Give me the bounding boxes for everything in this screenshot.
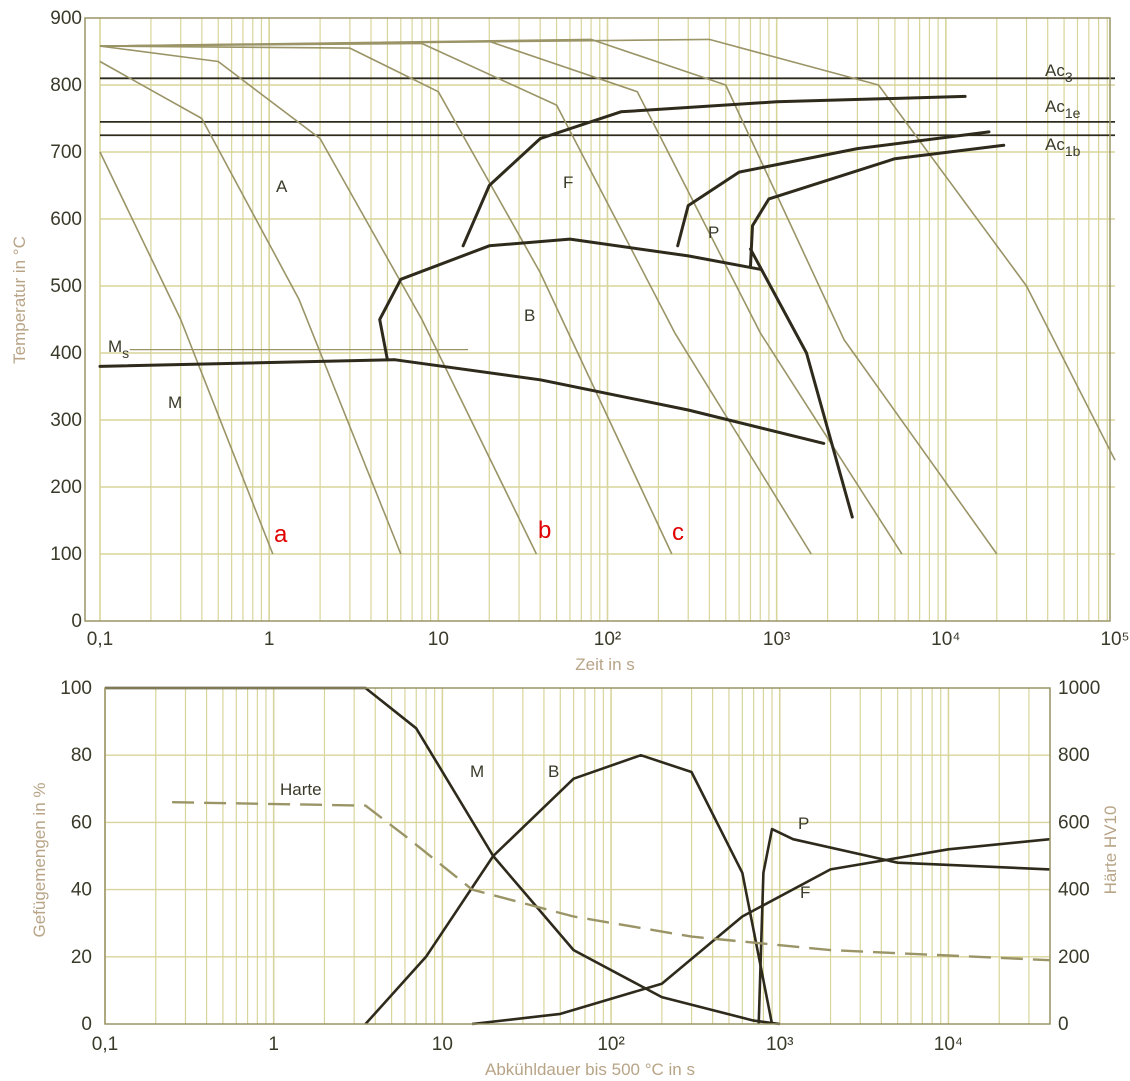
bottom-y-tick: 0	[81, 1014, 92, 1035]
transformation-line-pearlite-start	[676, 130, 991, 248]
transformation-line-ferrite-start	[461, 94, 967, 248]
bottom-y2-tick: 0	[1058, 1014, 1069, 1035]
series-label-harte: Harte	[280, 780, 322, 799]
top-x-tick: 1	[264, 629, 275, 650]
series-line-p	[757, 827, 1051, 1025]
series-line-b	[364, 753, 774, 1025]
top-x-tick: 0,1	[87, 629, 113, 650]
top-cooling-curves	[99, 38, 1116, 555]
bottom-x-tick: 0,1	[92, 1034, 118, 1055]
bottom-x-axis-label: Abkühldauer bis 500 °C in s	[485, 1060, 695, 1079]
transformation-line-pearlite-boundary	[749, 247, 854, 519]
bottom-y2-tick: 600	[1058, 812, 1090, 833]
top-y-tick-labels: 0 100 200 300 400 500 600 700 800 900	[50, 8, 82, 632]
series-label-f: F	[800, 883, 810, 902]
bottom-y-tick: 100	[60, 678, 92, 699]
region-label-b: B	[524, 306, 535, 325]
bottom-x-tick: 10	[432, 1034, 453, 1055]
bottom-x-tick: 10³	[766, 1034, 793, 1055]
region-label-m: M	[168, 393, 182, 412]
cooling-curve-1	[99, 151, 274, 555]
bottom-y-axis-label: Gefügemengen in %	[30, 783, 49, 938]
cooling-curve-8	[99, 38, 1116, 461]
top-x-tick-labels: 0,1 1 10 10² 10³ 10⁴ 10⁵	[87, 629, 1130, 650]
series-line-m	[105, 686, 780, 1026]
top-x-axis-label: Zeit in s	[575, 655, 635, 674]
series-label-m: M	[470, 762, 484, 781]
bottom-x-tick: 10⁴	[934, 1034, 963, 1055]
top-y-tick: 600	[50, 209, 82, 230]
bottom-y2-tick: 1000	[1058, 678, 1100, 699]
bottom-x-tick-labels: 0,1 1 10 10² 10³ 10⁴	[92, 1034, 963, 1055]
transformation-line-bainite-end	[392, 358, 826, 445]
top-panel: 0,1 1 10 10² 10³ 10⁴ 10⁵ 0 100 200 300 400 500 600 70…	[10, 8, 1130, 674]
bottom-y-tick: 40	[71, 880, 92, 901]
top-x-tick: 10²	[594, 629, 621, 650]
top-transformation-lines	[98, 94, 1006, 519]
top-y-tick: 200	[50, 477, 82, 498]
bottom-x-tick: 1	[268, 1034, 279, 1055]
bottom-y-tick: 80	[71, 745, 92, 766]
top-reference-lines	[100, 77, 1115, 351]
region-label-a: A	[276, 177, 288, 196]
top-y-tick: 300	[50, 410, 82, 431]
series-label-b: B	[548, 762, 559, 781]
top-y-tick: 800	[50, 75, 82, 96]
bottom-panel: 0,1 1 10 10² 10³ 10⁴ 0 20 40 60 80 100 0 200 400 600 8…	[30, 678, 1120, 1079]
top-y-tick: 400	[50, 343, 82, 364]
bottom-y-tick-labels: 0 20 40 60 80 100	[60, 678, 92, 1035]
top-y-tick: 100	[50, 544, 82, 565]
top-y-tick: 700	[50, 142, 82, 163]
transformation-line-ms-line	[98, 358, 396, 368]
top-x-tick: 10	[428, 629, 449, 650]
region-label-p: P	[708, 223, 719, 242]
curve-marker-b: b	[538, 517, 551, 544]
bottom-y2-axis-label: Härte HV10	[1101, 806, 1120, 895]
bottom-y-tick: 20	[71, 947, 92, 968]
bottom-y2-tick: 800	[1058, 745, 1090, 766]
cooling-curve-7	[99, 38, 998, 555]
bottom-x-tick: 10²	[597, 1034, 624, 1055]
top-y-tick: 0	[71, 611, 82, 632]
region-label-f: F	[563, 173, 573, 192]
cooling-curve-3	[99, 45, 538, 555]
bottom-y-tick: 60	[71, 812, 92, 833]
curve-marker-a: a	[274, 521, 288, 548]
bottom-y2-tick: 400	[1058, 880, 1090, 901]
bottom-plot-frame	[104, 687, 1051, 1025]
top-x-tick: 10⁵	[1100, 629, 1129, 650]
bottom-y2-tick-labels: 0 200 400 600 800 1000	[1058, 678, 1100, 1035]
top-y-tick: 900	[50, 8, 82, 29]
series-line-f	[471, 837, 1051, 1026]
cooling-curve-4	[99, 45, 673, 555]
curve-marker-c: c	[672, 519, 684, 546]
top-y-axis-label: Temperatur in °C	[10, 236, 29, 364]
transformation-line-pearlite-end	[749, 143, 1006, 268]
top-plot-frame	[84, 17, 1111, 622]
top-y-tick: 500	[50, 276, 82, 297]
bottom-grid	[104, 688, 1051, 1024]
bottom-y2-tick: 200	[1058, 947, 1090, 968]
series-label-p: P	[798, 814, 809, 833]
series-line-harte	[172, 801, 1051, 962]
top-x-tick: 10³	[763, 629, 790, 650]
top-x-tick: 10⁴	[931, 629, 960, 650]
transformation-line-bainite-start	[378, 237, 762, 362]
bottom-series	[105, 686, 1051, 1026]
cooling-curve-2	[99, 60, 402, 555]
